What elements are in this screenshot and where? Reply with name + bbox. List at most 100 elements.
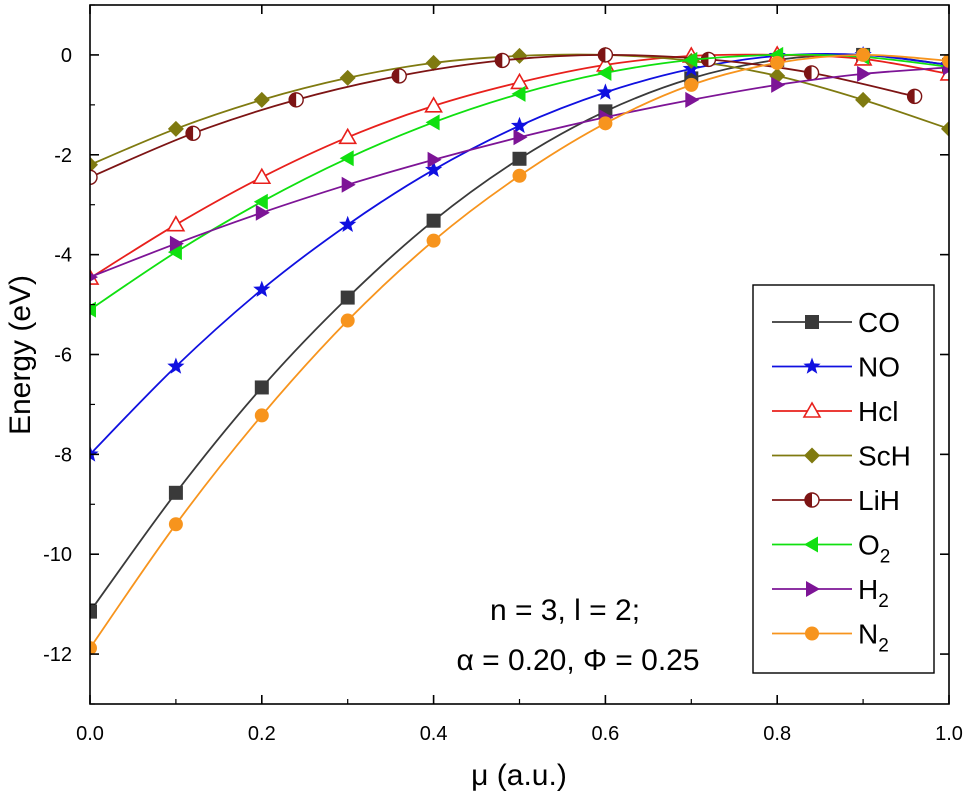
data-point-n2	[90, 641, 97, 656]
y-axis-title: Energy (eV)	[4, 275, 37, 435]
x-tick-label: 0.6	[591, 723, 619, 745]
data-point-co	[426, 213, 441, 228]
series-line-n2	[90, 53, 949, 649]
y-tick-label: -2	[54, 145, 72, 167]
y-tick-label: -4	[54, 245, 72, 267]
legend-item-h2: H2	[772, 574, 889, 612]
legend-item-o2: O2	[772, 530, 890, 568]
data-point-sch	[90, 156, 98, 173]
series-n2	[90, 47, 949, 656]
data-point-o2	[90, 301, 96, 318]
marker-fill	[598, 47, 606, 62]
axis-layer: 0.0 0.2 0.4 0.6 0.8 1.0 -12 -10 -8 -6 -4 -2 0	[43, 4, 963, 745]
data-point-lih	[83, 169, 98, 185]
data-point-o2	[339, 150, 354, 167]
legend-item-lih: LiH	[772, 485, 900, 516]
data-point-co	[254, 380, 269, 395]
data-point-no	[339, 215, 357, 232]
data-point-hcl	[252, 167, 272, 185]
data-point-n2	[856, 47, 871, 62]
data-point-n2	[598, 116, 613, 131]
data-point-hcl	[338, 127, 358, 145]
data-point-sch	[253, 91, 270, 108]
y-tick-label: -10	[43, 544, 72, 566]
data-point-h2	[255, 204, 270, 221]
marker-fill	[907, 89, 915, 104]
legend-item-no: NO	[772, 352, 900, 383]
x-tick-label: 0.4	[420, 723, 448, 745]
data-point-n2	[942, 53, 949, 68]
legend-items: CO NO Hcl ScH LiH O2 H2 N2	[772, 307, 911, 657]
legend-box	[752, 284, 935, 674]
data-point-h2	[513, 129, 528, 146]
data-point-lih	[288, 92, 304, 108]
data-point-n2	[168, 517, 183, 532]
x-tick-label: 0.0	[76, 723, 104, 745]
data-point-n2	[512, 168, 527, 183]
x-tick-label: 0.2	[248, 723, 276, 745]
data-point-n2	[254, 408, 269, 423]
data-point-sch	[339, 69, 356, 86]
annotation-line-2: α = 0.20, Φ = 0.25	[456, 644, 699, 677]
marker-fill	[804, 65, 812, 80]
series-layer	[83, 45, 949, 656]
marker-fill	[83, 170, 90, 184]
y-tick-label: -12	[43, 644, 72, 666]
data-point-h2	[771, 76, 786, 93]
data-point-lih	[597, 47, 614, 63]
legend-label: H2	[858, 574, 889, 612]
data-point-o2	[511, 85, 526, 102]
marker-fill	[805, 493, 812, 507]
data-point-co	[340, 290, 355, 305]
legend-label: Hcl	[858, 396, 898, 427]
data-point-lih	[700, 51, 717, 68]
legend-label: O2	[858, 530, 890, 568]
data-point-co	[90, 604, 97, 619]
legend-marker	[805, 626, 819, 641]
data-point-n2	[770, 55, 785, 70]
data-point-o2	[683, 51, 698, 68]
marker-outline	[90, 169, 98, 185]
data-point-hcl	[166, 215, 186, 232]
data-point-lih	[494, 52, 511, 69]
legend-marker	[804, 447, 820, 464]
data-point-h2	[90, 272, 98, 282]
data-point-o2	[253, 193, 268, 210]
marker-fill	[186, 126, 194, 141]
data-point-h2	[169, 235, 184, 252]
legend-label: N2	[858, 619, 889, 657]
legend: CO NO Hcl ScH LiH O2 H2 N2	[752, 284, 935, 674]
legend-label: CO	[858, 307, 900, 338]
data-point-hcl	[424, 96, 443, 113]
legend-item-hcl: Hcl	[772, 396, 898, 427]
data-point-sch	[855, 91, 872, 108]
data-point-lih	[906, 88, 923, 105]
legend-item-n2: N2	[772, 619, 889, 657]
marker-fill	[289, 92, 297, 107]
y-tick-label: -8	[54, 444, 72, 466]
data-point-o2	[167, 244, 182, 261]
data-point-co	[168, 485, 183, 500]
data-point-no	[167, 357, 185, 374]
x-tick-label: 0.8	[763, 723, 791, 745]
data-point-h2	[685, 91, 700, 108]
data-point-sch	[425, 54, 442, 71]
data-point-o2	[425, 114, 440, 131]
data-point-o2	[597, 64, 612, 81]
data-point-no	[90, 445, 99, 462]
x-axis-title: μ (a.u.)	[471, 759, 567, 792]
data-point-sch	[167, 120, 184, 137]
legend-marker	[806, 581, 820, 597]
data-point-h2	[857, 65, 872, 82]
legend-item-co: CO	[772, 307, 900, 338]
data-point-no	[510, 116, 529, 134]
y-tick-label: 0	[61, 45, 72, 67]
legend-marker	[805, 315, 819, 329]
marker-fill	[495, 53, 503, 68]
legend-label: ScH	[858, 441, 911, 472]
data-point-lih	[391, 68, 407, 84]
legend-label: NO	[858, 352, 900, 383]
data-point-lih	[185, 125, 201, 142]
data-point-no	[253, 280, 271, 297]
